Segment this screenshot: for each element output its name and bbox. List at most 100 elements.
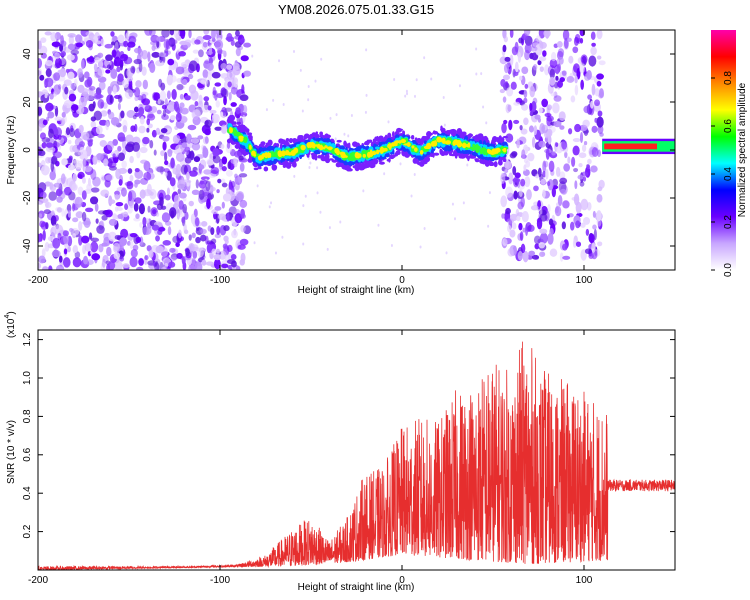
- spectrogram-noise-cell: [42, 266, 49, 270]
- spectrogram-noise-cell: [531, 101, 537, 112]
- spectrogram-noise-cell: [485, 121, 488, 125]
- spectrogram-noise-cell: [413, 94, 416, 98]
- spectrogram-noise-cell: [551, 150, 556, 156]
- spectrogram-noise-cell: [106, 140, 114, 151]
- spectrogram-noise-cell: [529, 102, 533, 112]
- spectrogram-noise-cell: [156, 36, 161, 42]
- spectrogram-noise-cell: [521, 66, 529, 75]
- spectrogram-noise-cell: [502, 96, 507, 103]
- spectrogram-noise-cell: [53, 182, 61, 188]
- spectrogram-noise-cell: [74, 162, 83, 169]
- spectrogram-noise-cell: [230, 102, 237, 107]
- spectrogram-noise-cell: [131, 141, 141, 152]
- spectrogram-noise-cell: [167, 58, 175, 66]
- spectrogram-noise-cell: [146, 245, 152, 252]
- spectrogram-ridge-cell: [432, 130, 439, 135]
- spectrogram-noise-cell: [163, 168, 170, 173]
- snr-x-tick-label: 100: [576, 575, 593, 586]
- spectrogram-noise-cell: [214, 233, 222, 239]
- spectrogram-noise-cell: [69, 127, 75, 138]
- spectrogram-noise-cell: [55, 57, 62, 69]
- spectrogram-ridge-cell: [376, 149, 380, 155]
- spectrogram-noise-cell: [82, 177, 86, 184]
- spectrogram-noise-cell: [227, 81, 232, 88]
- spectrogram-noise-cell: [221, 166, 227, 172]
- spectrogram-noise-cell: [130, 65, 136, 74]
- spectrogram-ridge-cell: [325, 157, 331, 164]
- spectrogram-noise-cell: [209, 109, 217, 114]
- spectrogram-noise-cell: [533, 185, 539, 192]
- spectrogram-noise-cell: [133, 106, 139, 113]
- spectrogram-ridge-cell: [369, 151, 374, 157]
- spectrogram-noise-cell: [547, 232, 554, 245]
- spectrogram-noise-cell: [160, 82, 166, 91]
- spectrogram-ridge-cell: [287, 152, 293, 156]
- spectrogram-y-tick-label: 40: [22, 48, 33, 60]
- spectrogram-noise-cell: [206, 198, 211, 210]
- spectrogram-ridge-cell: [413, 147, 418, 152]
- spectrogram-noise-cell: [210, 166, 220, 175]
- spectrogram-ridge-cell: [268, 139, 273, 146]
- spectrogram-noise-cell: [188, 170, 198, 177]
- spectrogram-noise-cell: [132, 244, 139, 251]
- spectrogram-noise-cell: [80, 59, 85, 70]
- spectrogram-noise-cell: [97, 98, 105, 109]
- spectrogram-ridge-cell: [300, 144, 306, 151]
- spectrogram-ridge-cell: [339, 145, 345, 150]
- spectrogram-noise-cell: [197, 135, 204, 140]
- spectrogram-noise-cell: [38, 200, 44, 205]
- spectrogram-ridge-cell: [324, 134, 327, 138]
- spectrogram-noise-cell: [194, 217, 200, 227]
- spectrogram-ridge-cell: [386, 158, 391, 162]
- spectrogram-noise-cell: [93, 57, 101, 63]
- spectrogram-noise-cell: [38, 262, 41, 269]
- spectrogram-noise-cell: [107, 85, 112, 95]
- spectrogram-noise-cell: [235, 47, 241, 57]
- spectrogram-noise-cell: [299, 68, 302, 72]
- spectrogram-noise-cell: [567, 156, 571, 164]
- spectrogram-noise-cell: [546, 180, 551, 187]
- spectrogram-noise-cell: [190, 244, 199, 251]
- spectrogram-noise-cell: [573, 167, 579, 173]
- spectrogram-noise-cell: [210, 30, 216, 40]
- spectrogram-y-tick-label: 0: [22, 147, 33, 153]
- spectrogram-noise-cell: [166, 90, 171, 100]
- spectrogram-noise-cell: [113, 56, 122, 67]
- spectrogram-noise-cell: [103, 158, 109, 167]
- spectrogram-noise-cell: [551, 187, 556, 198]
- spectrogram-noise-cell: [89, 90, 96, 97]
- spectrogram-noise-cell: [176, 252, 183, 260]
- spectrogram-noise-cell: [482, 105, 485, 109]
- spectrogram-ridge-cell: [324, 145, 328, 149]
- spectrogram-noise-cell: [227, 161, 232, 170]
- spectrogram-noise-cell: [180, 61, 188, 68]
- spectrogram-noise-cell: [316, 166, 319, 170]
- spectrogram-ridge-cell: [465, 155, 470, 159]
- spectrogram-noise-cell: [538, 140, 546, 148]
- spectrogram-noise-cell: [316, 191, 319, 195]
- spectrogram-noise-cell: [187, 124, 197, 131]
- spectrogram-noise-cell: [226, 141, 231, 149]
- spectrogram-ridge-cell: [285, 137, 290, 142]
- spectrogram-noise-cell: [69, 227, 74, 232]
- spectrogram-noise-cell: [100, 189, 110, 197]
- spectrogram-ridge-cell: [247, 132, 253, 136]
- spectrogram-noise-cell: [95, 218, 99, 224]
- spectrogram-noise-cell: [545, 168, 549, 180]
- spectrogram-noise-cell: [161, 30, 170, 38]
- spectrogram-ridge-cell: [371, 160, 375, 164]
- spectrogram-noise-cell: [48, 265, 53, 270]
- spectrogram-noise-cell: [501, 213, 505, 219]
- spectrogram-noise-cell: [120, 110, 125, 119]
- spectrogram-noise-cell: [54, 52, 61, 60]
- spectrogram-noise-cell: [63, 233, 69, 245]
- spectrogram-noise-cell: [108, 157, 117, 164]
- spectrogram-noise-cell: [239, 94, 249, 102]
- spectrogram-noise-cell: [534, 243, 540, 250]
- spectrogram-noise-cell: [206, 158, 215, 166]
- spectrogram-noise-cell: [67, 164, 76, 171]
- spectrogram-ridge-cell: [431, 142, 435, 147]
- spectrogram-noise-cell: [45, 68, 52, 77]
- spectrogram-noise-cell: [95, 153, 104, 161]
- spectrogram-noise-cell: [235, 107, 241, 115]
